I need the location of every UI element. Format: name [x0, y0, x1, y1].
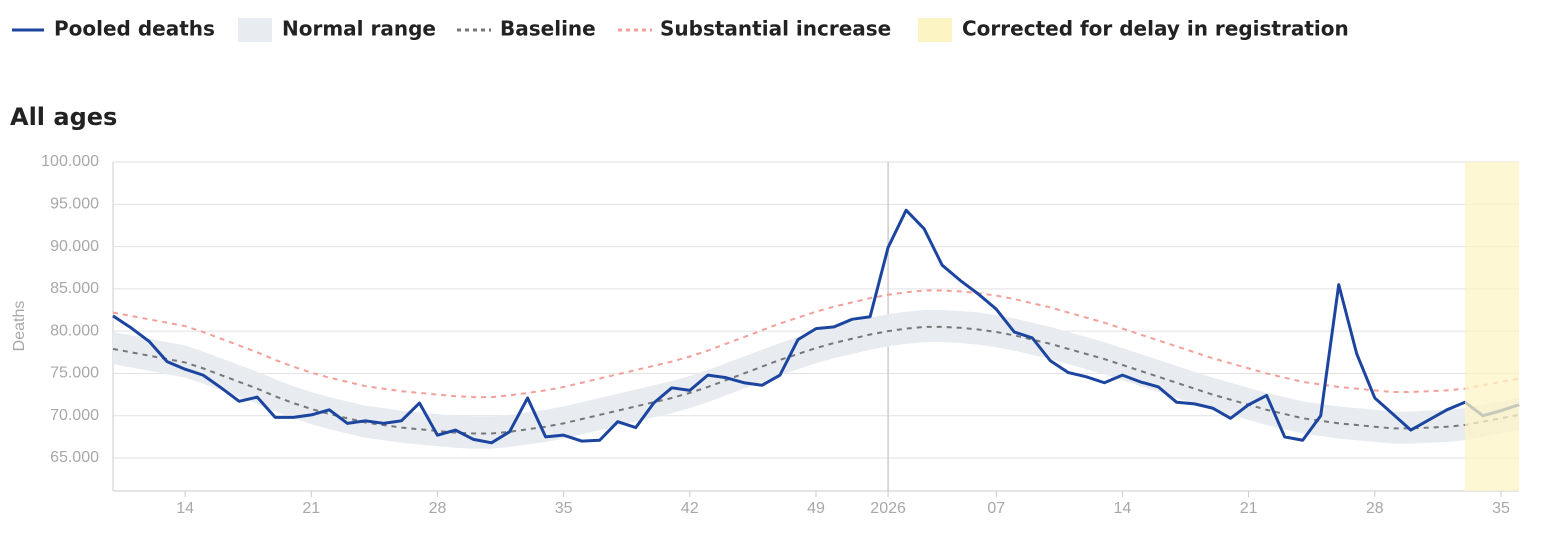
x-tick-label: 28: [1366, 500, 1384, 517]
x-tick-label: 35: [1492, 500, 1510, 517]
y-tick-label: 65.000: [50, 449, 99, 466]
x-tick-label: 21: [302, 500, 320, 517]
x-tick-label: 2026: [870, 500, 906, 517]
x-tick-label: 21: [1240, 500, 1258, 517]
legend-label: Baseline: [500, 17, 596, 41]
legend-label: Pooled deaths: [54, 17, 215, 41]
corrected-region: [1464, 162, 1519, 491]
normal-range-band: [113, 310, 1519, 449]
legend-swatch: [918, 18, 952, 42]
y-tick-label: 100.000: [41, 153, 99, 170]
series-line: [112, 208, 1520, 445]
y-tick-label: 90.000: [50, 238, 99, 255]
chart-title: All ages: [10, 103, 117, 131]
y-tick-label: 75.000: [50, 365, 99, 382]
y-tick-label: 95.000: [50, 196, 99, 213]
y-tick-label: 70.000: [50, 407, 99, 424]
legend-label: Substantial increase: [660, 17, 891, 41]
x-tick-label: 35: [555, 500, 573, 517]
x-tick-label: 42: [681, 500, 699, 517]
x-tick-label: 14: [1114, 500, 1132, 517]
x-tick-label: 07: [987, 500, 1005, 517]
y-axis-label: Deaths: [11, 301, 28, 352]
x-tick-label: 14: [176, 500, 194, 517]
y-tick-label: 85.000: [50, 280, 99, 297]
legend-swatch: [238, 18, 272, 42]
x-tick-label: 49: [807, 500, 825, 517]
y-tick-label: 80.000: [50, 322, 99, 339]
legend-label: Corrected for delay in registration: [962, 17, 1349, 41]
legend-label: Normal range: [282, 17, 436, 41]
x-tick-label: 28: [429, 500, 447, 517]
